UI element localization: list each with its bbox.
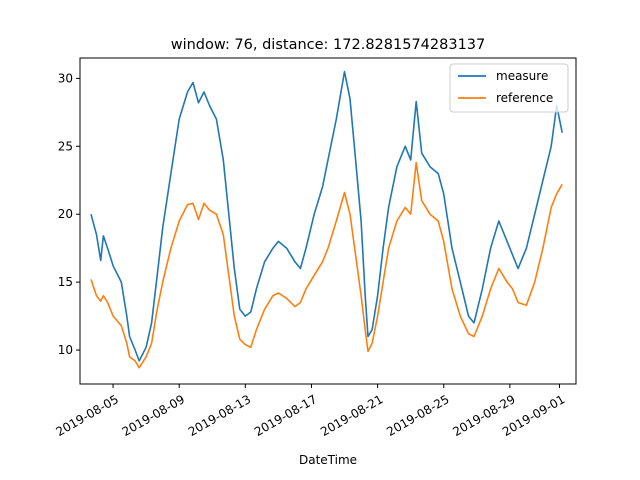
y-tick-label: 30 bbox=[58, 71, 73, 85]
legend-label-measure: measure bbox=[496, 69, 548, 83]
y-tick-label: 20 bbox=[58, 207, 73, 221]
chart-title: window: 76, distance: 172.8281574283137 bbox=[171, 37, 486, 53]
y-tick-label: 10 bbox=[58, 343, 73, 357]
y-tick-label: 25 bbox=[58, 139, 73, 153]
x-axis-label: DateTime bbox=[299, 453, 357, 467]
legend-label-reference: reference bbox=[496, 91, 553, 105]
y-tick-label: 15 bbox=[58, 275, 73, 289]
legend: measure reference bbox=[450, 64, 568, 112]
